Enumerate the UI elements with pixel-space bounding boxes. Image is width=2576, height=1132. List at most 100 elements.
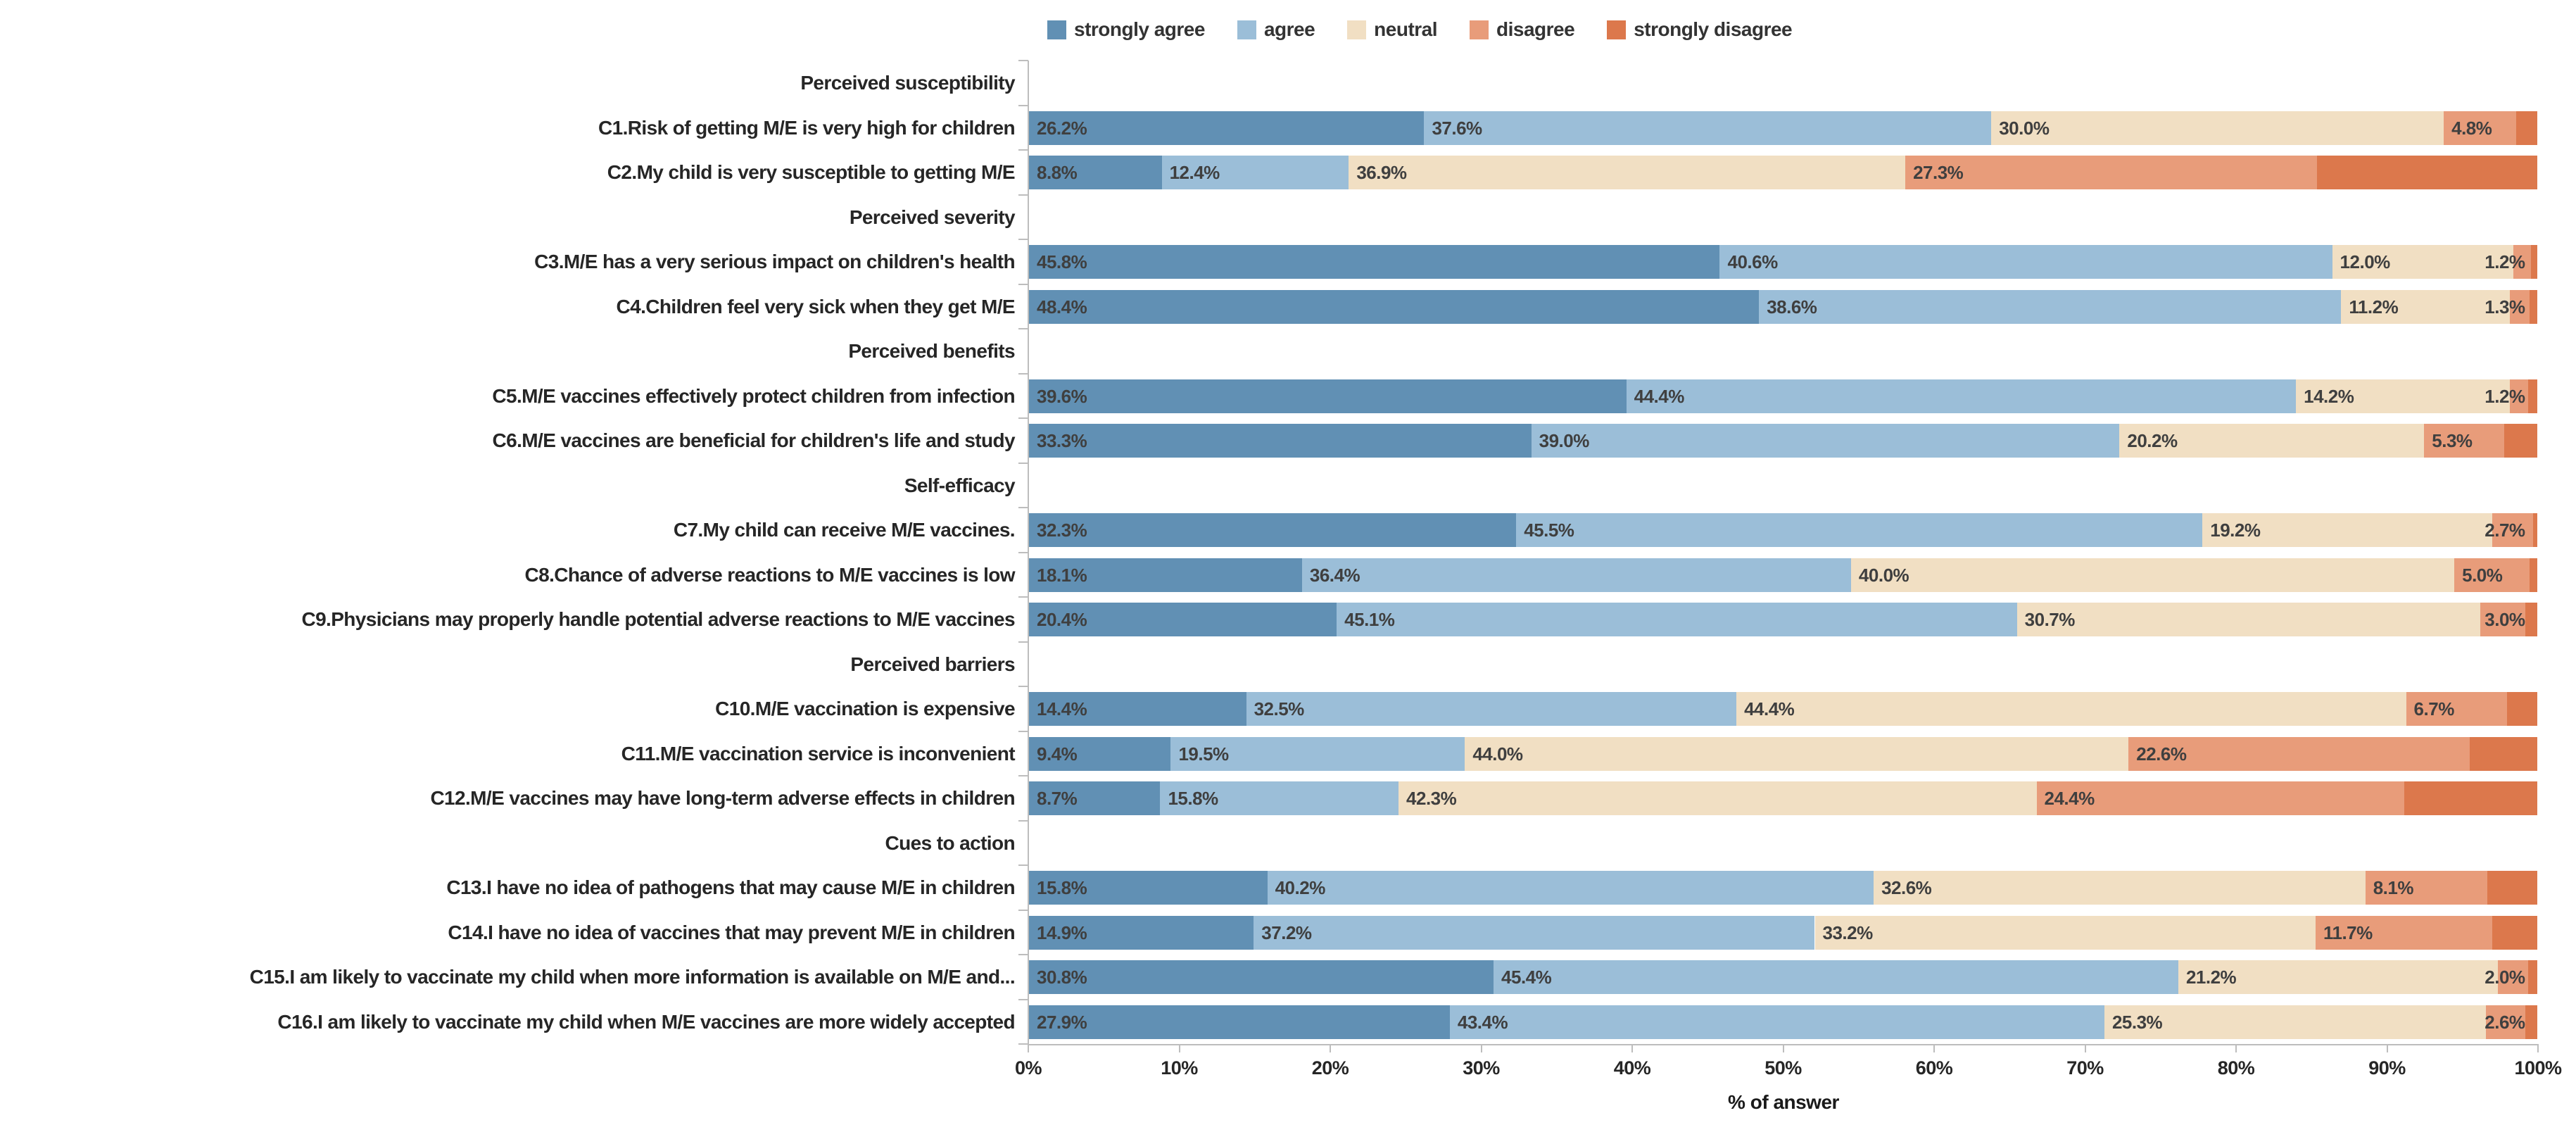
y-axis-tick xyxy=(1018,998,1028,1000)
stacked-bar: 30.8% 45.4% 21.2% 2.0% xyxy=(1029,960,2537,994)
item-label: C13.I have no idea of pathogens that may… xyxy=(446,876,1015,898)
bar-row: C15.I am likely to vaccinate my child wh… xyxy=(0,955,2537,1000)
segment-neutral xyxy=(1349,156,1906,189)
legend-item: neutral xyxy=(1347,18,1438,41)
segment-agree xyxy=(1626,379,2297,413)
item-label: C11.M/E vaccination service is inconveni… xyxy=(621,742,1016,765)
y-axis-tick xyxy=(1018,954,1028,955)
segment-agree xyxy=(1494,960,2178,994)
stacked-bar: 14.9% 37.2% 33.2% 11.7% xyxy=(1029,915,2537,950)
segment-strongly-agree xyxy=(1029,513,1517,547)
data-label: 44.4% xyxy=(1744,698,1795,719)
data-label: 2.6% xyxy=(2485,1011,2525,1033)
data-label: 44.0% xyxy=(1472,743,1523,765)
segment-strongly-disagree xyxy=(2492,915,2537,950)
bar-area: 33.3% 39.0% 20.2% 5.3% xyxy=(1029,418,2537,463)
data-label: 1.2% xyxy=(2485,251,2525,272)
segment-strongly-agree xyxy=(1029,692,1246,726)
bar-row: C5.M/E vaccines effectively protect chil… xyxy=(0,374,2537,419)
data-label: 20.4% xyxy=(1037,609,1087,630)
stacked-bar: 39.6% 44.4% 14.2% 1.2% xyxy=(1029,379,2537,413)
segment-disagree xyxy=(2424,424,2504,458)
segment-strongly-agree xyxy=(1029,871,1268,905)
segment-strongly-disagree xyxy=(2507,692,2537,726)
group-header-label: Perceived susceptibility xyxy=(800,72,1015,94)
stacked-bar: 48.4% 38.6% 11.2% 1.3% xyxy=(1029,289,2537,324)
bar-row: C16.I am likely to vaccinate my child wh… xyxy=(0,1000,2537,1045)
y-axis-tick xyxy=(1018,417,1028,419)
item-label: C6.M/E vaccines are beneficial for child… xyxy=(492,429,1016,451)
segment-strongly-disagree xyxy=(2404,781,2537,815)
segment-neutral xyxy=(1814,915,2316,950)
item-label: C8.Chance of adverse reactions to M/E va… xyxy=(524,563,1016,586)
data-label: 27.9% xyxy=(1037,1011,1087,1033)
data-label: 8.7% xyxy=(1037,788,1078,809)
stacked-bar: 14.4% 32.5% 44.4% 6.7% xyxy=(1029,692,2537,726)
bar-area: 27.9% 43.4% 25.3% 2.6% xyxy=(1029,1000,2537,1045)
segment-neutral xyxy=(2178,960,2499,994)
legend-item: strongly disagree xyxy=(1607,18,1793,41)
item-label: C16.I am likely to vaccinate my child wh… xyxy=(277,1010,1015,1033)
bar-area xyxy=(1029,61,2537,106)
bar-area: 32.3% 45.5% 19.2% 2.7% xyxy=(1029,508,2537,553)
data-label: 3.0% xyxy=(2485,609,2525,630)
segment-disagree xyxy=(2486,1005,2525,1039)
segment-disagree xyxy=(2513,245,2532,279)
data-label: 30.8% xyxy=(1037,967,1087,988)
legend-swatch-icon xyxy=(1347,20,1367,39)
segment-strongly-agree xyxy=(1029,289,1760,324)
data-label: 39.6% xyxy=(1037,385,1087,407)
bar-row: C14.I have no idea of vaccines that may … xyxy=(0,910,2537,955)
stacked-bar: 20.4% 45.1% 30.7% 3.0% xyxy=(1029,603,2537,636)
bar-area: 26.2% 37.6% 30.0% 4.8% xyxy=(1029,106,2537,151)
stacked-bar: 26.2% 37.6% 30.0% 4.8% xyxy=(1029,111,2537,145)
bar-area: 18.1% 36.4% 40.0% 5.0% xyxy=(1029,553,2537,598)
legend-label: neutral xyxy=(1374,18,1438,40)
segment-disagree xyxy=(2498,960,2529,994)
x-axis-tick-label: 70% xyxy=(2066,1057,2104,1078)
bar-area: 30.8% 45.4% 21.2% 2.0% xyxy=(1029,955,2537,1000)
y-axis-tick xyxy=(1018,239,1028,240)
bar-row: C1.Risk of getting M/E is very high for … xyxy=(0,106,2537,151)
data-label: 1.3% xyxy=(2485,296,2525,317)
bar-area xyxy=(1029,821,2537,866)
y-axis-tick xyxy=(1018,462,1028,464)
data-label: 48.4% xyxy=(1037,296,1087,317)
segment-agree xyxy=(1254,915,1815,950)
segment-agree xyxy=(1301,558,1851,592)
data-label: 42.3% xyxy=(1406,788,1457,809)
segment-strongly-disagree xyxy=(2525,603,2537,636)
segment-disagree xyxy=(2510,379,2529,413)
y-axis-tick xyxy=(1018,596,1028,598)
data-label: 38.6% xyxy=(1767,296,1817,317)
segment-strongly-disagree xyxy=(2530,289,2537,324)
y-axis-tick xyxy=(1018,60,1028,61)
bar-area xyxy=(1029,642,2537,687)
plot-rows: Perceived susceptibility C1.Risk of getti… xyxy=(0,61,2537,1044)
stacked-bar: 33.3% 39.0% 20.2% 5.3% xyxy=(1029,424,2537,458)
data-label: 11.7% xyxy=(2323,922,2373,943)
item-label: C5.M/E vaccines effectively protect chil… xyxy=(492,384,1015,407)
legend-swatch-icon xyxy=(1047,20,1066,39)
x-axis-tick-label: 80% xyxy=(2217,1057,2255,1078)
data-label: 36.9% xyxy=(1356,162,1407,183)
data-label: 39.0% xyxy=(1539,430,1590,451)
x-axis-tick xyxy=(1631,1044,1633,1052)
segment-strongly-disagree xyxy=(2487,871,2537,905)
segment-strongly-agree xyxy=(1029,111,1425,145)
x-axis-tick-label: 50% xyxy=(1764,1057,1802,1078)
data-label: 32.3% xyxy=(1037,520,1087,541)
item-label: C12.M/E vaccines may have long-term adve… xyxy=(430,787,1015,809)
data-label: 40.2% xyxy=(1275,877,1326,898)
segment-agree xyxy=(1531,424,2120,458)
legend-item: disagree xyxy=(1470,18,1575,41)
segment-neutral xyxy=(2119,424,2425,458)
group-header-label: Cues to action xyxy=(885,831,1015,854)
legend-swatch-icon xyxy=(1470,20,1489,39)
stacked-bar: 15.8% 40.2% 32.6% 8.1% xyxy=(1029,871,2537,905)
legend-item: agree xyxy=(1237,18,1315,41)
segment-neutral xyxy=(2016,603,2480,636)
bar-row: C3.M/E has a very serious impact on chil… xyxy=(0,239,2537,284)
segment-strongly-agree xyxy=(1029,736,1171,771)
stacked-bar: 18.1% 36.4% 40.0% 5.0% xyxy=(1029,558,2537,592)
